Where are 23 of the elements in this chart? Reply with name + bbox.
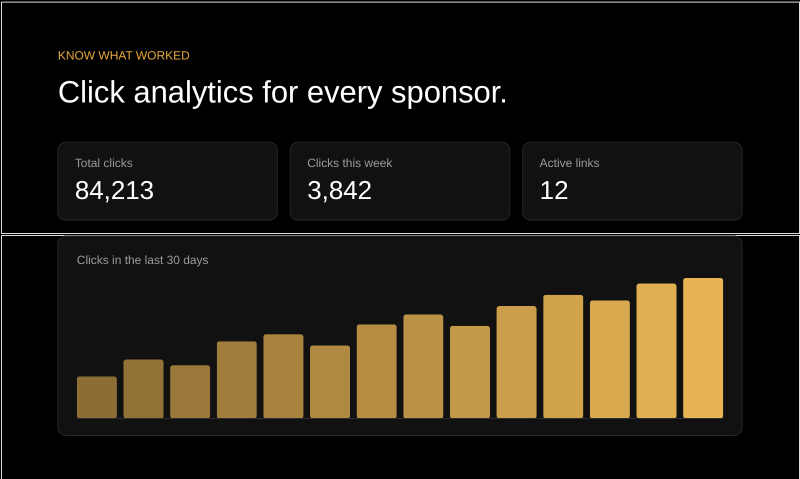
- bar: [263, 334, 304, 419]
- chart-title: Clicks in the last 30 days: [76, 252, 209, 267]
- text: Click analytics for every sponsor.: [58, 74, 508, 110]
- bar: [403, 314, 444, 419]
- category-label: Active links: [540, 156, 600, 170]
- bar: [216, 341, 257, 419]
- category-label: Total clicks: [74, 156, 133, 170]
- bar: [450, 326, 490, 419]
- bar: [683, 278, 724, 419]
- bar: [76, 376, 117, 419]
- text: KNOW WHAT WORKED: [58, 48, 190, 62]
- bar: [123, 359, 164, 419]
- bar: [356, 324, 397, 419]
- bar: [496, 306, 537, 419]
- bar: [170, 365, 210, 419]
- bar: [310, 345, 350, 419]
- text: 84,213: [74, 177, 154, 206]
- text: 12: [540, 177, 568, 206]
- bar: [590, 300, 630, 419]
- bar: [636, 284, 677, 419]
- text: 3,842: [307, 177, 372, 206]
- category-label: Clicks this week: [307, 156, 392, 170]
- bar: [543, 294, 584, 419]
